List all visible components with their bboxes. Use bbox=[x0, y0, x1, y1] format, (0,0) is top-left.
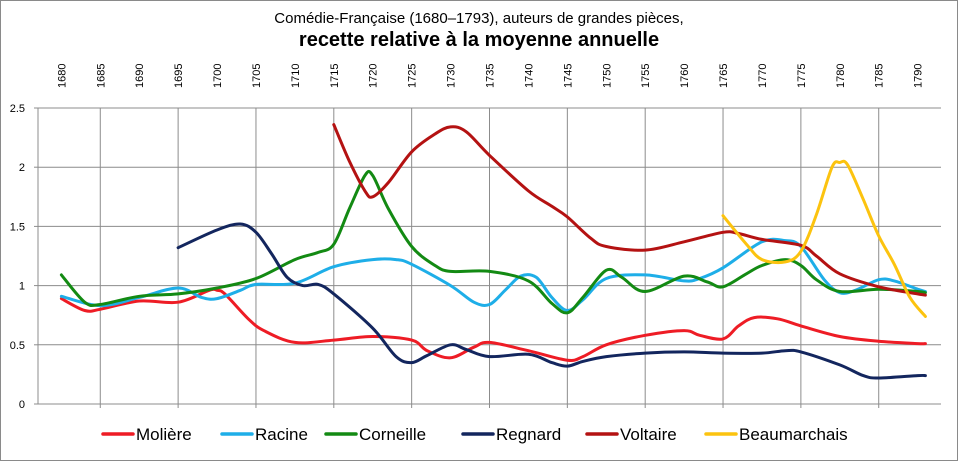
legend-label-corneille: Corneille bbox=[359, 425, 426, 444]
legend-label-moliere: Molière bbox=[136, 425, 192, 444]
x-tick-label: 1790 bbox=[913, 64, 925, 88]
x-tick-label: 1720 bbox=[368, 64, 380, 88]
gridlines bbox=[38, 107, 941, 408]
x-tick-label: 1705 bbox=[251, 64, 263, 88]
x-tick-label: 1715 bbox=[329, 64, 341, 88]
x-tick-label: 1735 bbox=[485, 64, 497, 88]
chart-subtitle: recette relative à la moyenne annuelle bbox=[298, 29, 660, 52]
x-tick-label: 1685 bbox=[95, 64, 107, 88]
series-line-beaumarchais bbox=[721, 159, 927, 318]
y-tick-label: 1.5 bbox=[10, 221, 25, 233]
x-tick-label: 1765 bbox=[718, 64, 730, 88]
y-tick-label: 2.5 bbox=[10, 103, 25, 115]
x-tick-label: 1740 bbox=[523, 64, 535, 88]
x-tick-label: 1690 bbox=[134, 64, 146, 88]
axes bbox=[34, 107, 941, 405]
x-tick-label: 1775 bbox=[796, 64, 808, 88]
x-tick-label: 1695 bbox=[173, 64, 185, 88]
series-line-regnard bbox=[176, 222, 927, 380]
x-tick-label: 1710 bbox=[290, 64, 302, 88]
series-line-racine bbox=[59, 237, 927, 312]
x-tick-labels: 1680 1685 1690 1695 1700 1705 1710 1715 1720 1725… bbox=[56, 64, 924, 88]
legend-label-regnard: Regnard bbox=[496, 425, 561, 444]
series-line-corneille bbox=[59, 169, 927, 315]
y-tick-label: 0.5 bbox=[10, 340, 25, 352]
x-tick-label: 1700 bbox=[212, 64, 224, 88]
x-tick-label: 1770 bbox=[757, 64, 769, 88]
x-tick-label: 1785 bbox=[874, 64, 886, 88]
legend-label-racine: Racine bbox=[255, 425, 308, 444]
chart-title-block: Comédie-Française (1680–1793), auteurs d… bbox=[0, 10, 958, 52]
x-tick-label: 1755 bbox=[640, 64, 652, 88]
legend-label-beaumarchais: Beaumarchais bbox=[739, 425, 848, 444]
legend-label-voltaire: Voltaire bbox=[620, 425, 677, 444]
y-tick-label: 1 bbox=[19, 281, 25, 293]
x-tick-label: 1725 bbox=[407, 64, 419, 88]
legend: Molière Racine Corneille Regnard Voltaire Bea… bbox=[101, 425, 848, 444]
x-tick-label: 1730 bbox=[446, 64, 458, 88]
series-lines bbox=[59, 123, 927, 380]
x-tick-label: 1760 bbox=[679, 64, 691, 88]
x-tick-label: 1745 bbox=[562, 64, 574, 88]
chart-title: Comédie-Française (1680–1793), auteurs d… bbox=[274, 10, 684, 27]
series-line-voltaire bbox=[332, 123, 927, 297]
x-tick-label: 1750 bbox=[601, 64, 613, 88]
y-tick-label: 0 bbox=[19, 399, 25, 411]
y-tick-label: 2 bbox=[19, 162, 25, 174]
y-tick-labels: 0 0.5 1 1.5 2 2.5 bbox=[10, 103, 25, 411]
x-tick-label: 1680 bbox=[56, 64, 68, 88]
x-tick-label: 1780 bbox=[835, 64, 847, 88]
